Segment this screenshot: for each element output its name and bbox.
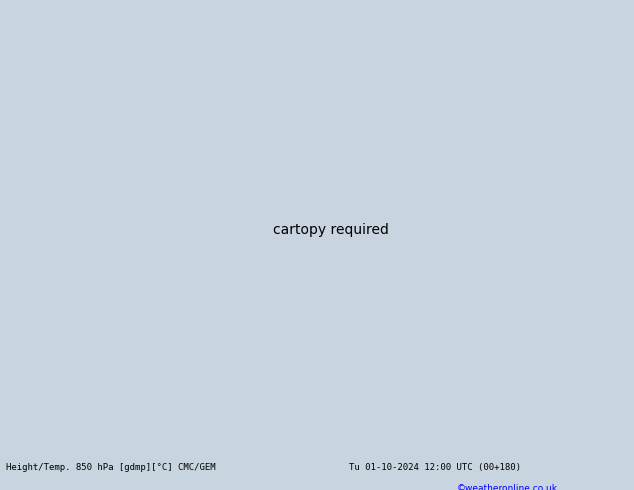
Text: cartopy required: cartopy required bbox=[273, 223, 389, 237]
Text: ©weatheronline.co.uk: ©weatheronline.co.uk bbox=[456, 484, 557, 490]
Text: Tu 01-10-2024 12:00 UTC (00+180): Tu 01-10-2024 12:00 UTC (00+180) bbox=[349, 463, 521, 472]
Text: Height/Temp. 850 hPa [gdmp][°C] CMC/GEM: Height/Temp. 850 hPa [gdmp][°C] CMC/GEM bbox=[6, 463, 216, 472]
